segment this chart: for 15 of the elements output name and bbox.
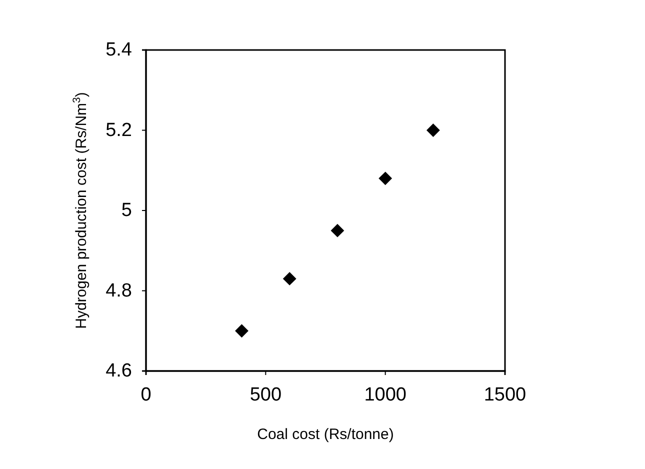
y-tick-label: 4.6 — [106, 360, 132, 382]
point — [283, 272, 296, 286]
point — [235, 324, 248, 338]
y-tick-label: 4.8 — [106, 280, 132, 302]
y-tick-label: 5.4 — [106, 40, 132, 60]
x-tick-label: 1500 — [484, 384, 526, 406]
x-axis-title: Coal cost (Rs/tonne) — [257, 426, 394, 443]
x-tick-label: 500 — [250, 384, 282, 406]
y-tick-label: 5.2 — [106, 120, 132, 141]
x-tick-label: 1000 — [364, 384, 406, 406]
x-tick-label: 0 — [140, 384, 152, 406]
y-tick-label: 5 — [121, 200, 132, 221]
point — [330, 224, 344, 238]
point — [426, 124, 440, 137]
point — [378, 172, 392, 185]
